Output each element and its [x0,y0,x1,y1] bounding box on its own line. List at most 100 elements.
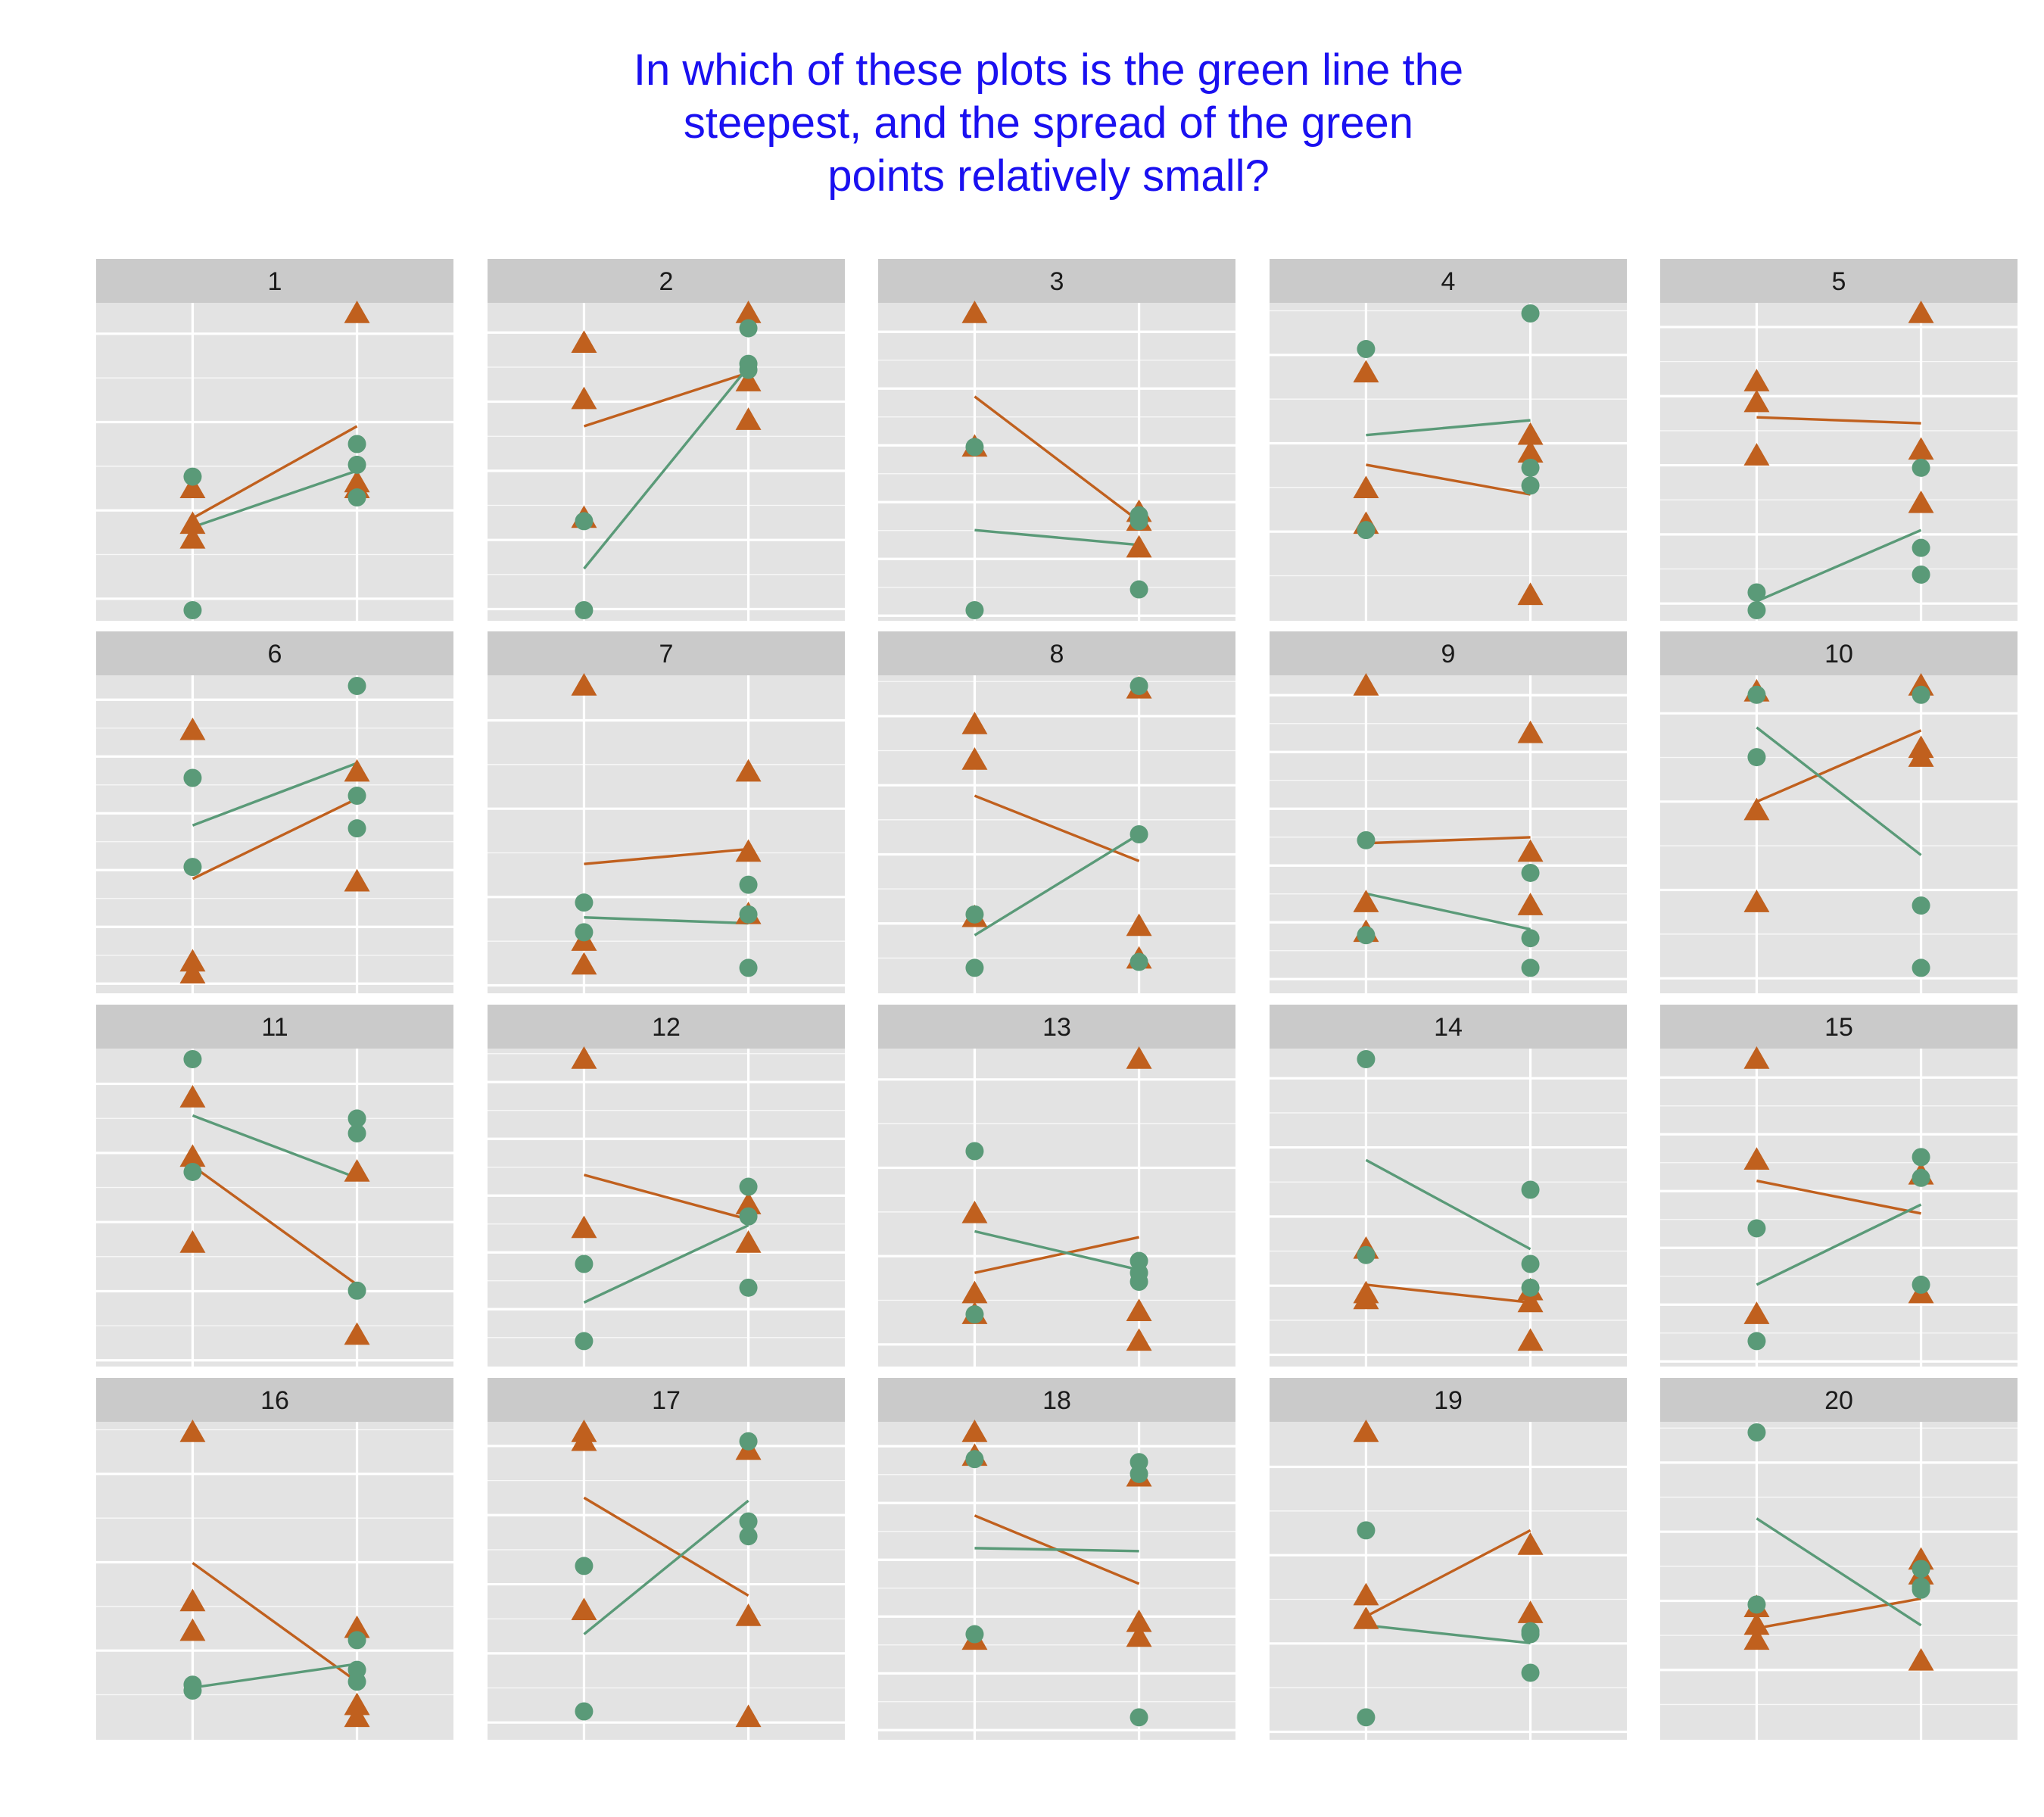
green-circle-point [1521,304,1540,323]
orange-triangle-point [1743,797,1770,821]
orange-triangle-point [571,1428,597,1451]
orange-triangle-point [179,949,206,972]
green-circle-point [1129,1273,1148,1291]
green-circle-point [1912,458,1930,477]
green-fit-line [583,1499,749,1635]
green-fit-line [1366,1624,1531,1645]
facet-panel-4: 4 [1270,259,1627,621]
facet-strip [488,1378,845,1422]
orange-triangle-point [344,1692,370,1716]
green-circle-point [739,1527,758,1546]
orange-triangle-point [1517,422,1544,445]
facet-strip [1660,631,2018,675]
green-circle-point [739,958,758,977]
facet-label: 14 [1434,1013,1463,1042]
green-circle-point [183,1050,202,1068]
orange-triangle-point [1126,913,1152,937]
green-circle-point [183,601,202,619]
facet-strip [1270,631,1627,675]
green-circle-point [1129,1464,1148,1483]
orange-triangle-point [179,1084,206,1108]
orange-triangle-point [1126,1609,1152,1632]
green-fit-line [583,366,749,570]
facet-label: 13 [1042,1013,1071,1042]
facet-strip [878,1378,1235,1422]
orange-triangle-point [735,301,762,323]
orange-triangle-point [179,1230,206,1253]
facet-panel-14: 14 [1270,1005,1627,1367]
orange-triangle-point [961,747,988,770]
green-fit-line [974,1230,1139,1271]
facet-label: 16 [260,1386,289,1415]
panel-background [1270,1422,1627,1740]
orange-triangle-point [961,301,988,323]
green-circle-point [965,1305,984,1324]
green-circle-point [965,1625,984,1644]
orange-triangle-point [1353,673,1379,696]
facet-strip [488,631,845,675]
green-circle-point [739,875,758,894]
facet-label: 3 [1050,267,1064,296]
green-circle-point [575,1557,594,1575]
green-circle-point [1129,512,1148,531]
green-circle-point [1521,1254,1540,1273]
green-circle-point [965,1450,984,1469]
green-circle-point [739,360,758,379]
orange-triangle-point [735,407,762,430]
orange-triangle-point [1517,1289,1544,1313]
orange-triangle-point [1517,582,1544,606]
facet-panel-8: 8 [878,631,1235,993]
green-circle-point [1747,601,1766,619]
orange-triangle-point [1126,1624,1152,1647]
green-circle-point [1357,1708,1376,1727]
green-circle-point [1912,1560,1930,1579]
orange-triangle-point [961,1420,988,1442]
facet-strip [488,1005,845,1049]
facet-panel-6: 6 [96,631,453,993]
orange-triangle-point [1517,893,1544,915]
green-circle-point [1747,583,1766,602]
green-circle-point [1129,580,1148,599]
orange-triangle-point [735,1704,762,1728]
green-fit-line [1366,892,1531,931]
green-circle-point [1747,1219,1766,1238]
orange-triangle-point [735,1230,762,1253]
green-circle-point [1357,926,1376,945]
orange-triangle-point [571,1046,597,1069]
facet-strip [96,631,453,675]
orange-triangle-point [179,717,206,740]
green-circle-point [1357,1050,1376,1068]
orange-fit-line [192,425,358,519]
green-circle-point [739,1207,758,1226]
green-fit-line [192,762,358,827]
green-circle-point [1521,1663,1540,1682]
orange-fit-line [192,1164,358,1286]
facet-panel-18: 18 [878,1378,1235,1740]
facet-label: 2 [659,267,674,296]
green-circle-point [1747,748,1766,767]
green-circle-point [965,958,984,977]
green-circle-point [347,455,366,474]
orange-triangle-point [1126,1328,1152,1351]
panel-background [96,1422,453,1740]
facet-label: 8 [1050,640,1064,669]
orange-triangle-point [1126,1298,1152,1321]
panel-background [878,303,1235,621]
green-circle-point [575,893,594,912]
orange-triangle-point [179,1144,206,1167]
green-circle-point [1521,1278,1540,1297]
green-circle-point [347,819,366,838]
green-circle-point [1521,476,1540,495]
title-line-1: In which of these plots is the green lin… [633,45,1464,95]
orange-triangle-point [1517,1600,1544,1623]
green-circle-point [1912,565,1930,584]
orange-fit-line [974,395,1140,522]
facet-strip [96,259,453,303]
title-line-3: points relatively small? [827,151,1270,201]
green-circle-point [1912,1148,1930,1167]
orange-triangle-point [1353,475,1379,499]
green-circle-point [739,1177,758,1196]
orange-fit-line [1365,1529,1531,1618]
orange-triangle-point [179,1618,206,1641]
orange-triangle-point [1353,1420,1379,1442]
